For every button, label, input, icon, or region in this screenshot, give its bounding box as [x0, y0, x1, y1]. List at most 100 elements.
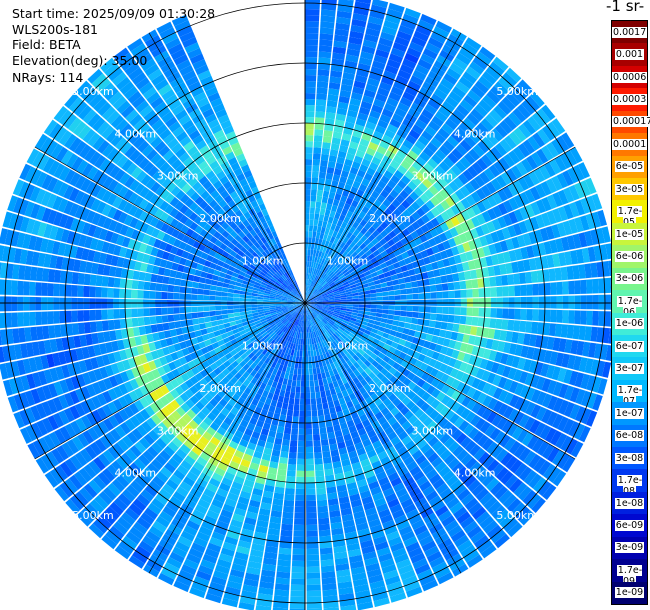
ppi-gate [306, 578, 321, 585]
ppi-gate [578, 325, 586, 341]
ppi-gate [305, 153, 313, 160]
ppi-gate [325, 345, 331, 352]
ppi-gate [494, 124, 508, 138]
ppi-gate [479, 492, 494, 506]
ppi-gate [252, 312, 259, 317]
ppi-gate [97, 472, 111, 486]
ppi-gate [306, 542, 319, 549]
ppi-gate [247, 342, 255, 349]
ppi-gate [423, 356, 432, 365]
ppi-gate [209, 421, 220, 432]
ppi-gate [185, 369, 195, 379]
ppi-gate [557, 416, 569, 432]
ppi-gate [368, 319, 375, 325]
ppi-gate [264, 290, 271, 295]
ppi-gate [268, 280, 275, 285]
ppi-gate [276, 309, 283, 312]
ppi-gate [364, 444, 375, 453]
ppi-gate [343, 525, 357, 534]
ppi-gate [342, 189, 350, 198]
ppi-gate [472, 288, 479, 298]
ppi-gate [327, 269, 333, 276]
ppi-gate [540, 336, 549, 349]
ppi-gate [311, 274, 315, 281]
ppi-gate [404, 52, 419, 64]
ppi-gate [314, 291, 320, 296]
ppi-gate [334, 260, 341, 267]
ppi-gate [427, 37, 444, 49]
ppi-gate [309, 307, 314, 312]
ppi-gate [388, 290, 395, 296]
ppi-gate [477, 278, 485, 288]
ppi-gate [294, 506, 305, 513]
ppi-gate [192, 343, 201, 352]
ppi-gate [382, 398, 392, 407]
ppi-gate [293, 300, 300, 303]
ppi-gate [390, 436, 401, 446]
ppi-gate [359, 355, 367, 363]
ppi-gate [433, 269, 441, 277]
ppi-gate [411, 211, 421, 221]
ppi-gate [75, 388, 86, 402]
ppi-gate [360, 539, 374, 549]
ppi-gate [483, 496, 498, 511]
ppi-gate [410, 102, 424, 114]
ppi-gate [323, 317, 330, 322]
ppi-gate [328, 307, 335, 311]
ppi-gate [346, 276, 353, 282]
ppi-gate [521, 432, 534, 447]
ppi-gate [480, 544, 497, 559]
ppi-gate [353, 335, 361, 342]
ppi-gate [446, 67, 461, 81]
ppi-gate [367, 429, 377, 439]
ppi-gate [320, 439, 329, 446]
ppi-gate [306, 602, 322, 609]
ppi-gate [307, 308, 310, 315]
ppi-gate [323, 283, 330, 289]
ppi-gate [70, 420, 82, 435]
ppi-gate [146, 559, 163, 573]
ppi-gate [434, 192, 445, 203]
ppi-gate [350, 92, 363, 101]
ppi-gate [313, 135, 323, 142]
ppi-gate [199, 397, 209, 407]
ppi-gate [356, 224, 364, 232]
ppi-gate [371, 156, 382, 166]
ppi-gate [305, 201, 311, 208]
ppi-gate [349, 141, 359, 150]
ppi-gate [518, 123, 532, 139]
ppi-gate [375, 49, 390, 59]
ppi-gate [513, 444, 526, 459]
ppi-gate [305, 81, 316, 88]
ppi-gate [101, 320, 109, 331]
ppi-gate [80, 400, 91, 415]
ppi-gate [375, 253, 383, 261]
ppi-gate [118, 246, 128, 258]
ppi-gate [319, 535, 332, 543]
ppi-gate [61, 442, 74, 458]
ppi-gate [30, 203, 41, 219]
ppi-gate [423, 512, 437, 524]
ppi-gate [347, 322, 355, 328]
ppi-gate [122, 536, 138, 550]
ppi-gate [299, 404, 305, 411]
ppi-gate [318, 57, 331, 65]
ppi-gate [276, 565, 291, 573]
ppi-gate [264, 350, 271, 358]
ppi-gate [434, 276, 442, 285]
ppi-gate [393, 284, 400, 291]
ppi-gate [300, 308, 304, 315]
ppi-gate [495, 448, 509, 463]
ppi-gate [446, 322, 454, 331]
ppi-gate [206, 441, 217, 452]
ppi-gate [476, 122, 490, 136]
ppi-gate [286, 314, 292, 320]
ppi-gate [36, 420, 48, 436]
ppi-gate [369, 289, 377, 294]
ppi-gate [352, 86, 365, 95]
ppi-gate [306, 308, 309, 315]
ppi-gate [320, 354, 325, 361]
ppi-gate [238, 375, 246, 384]
ppi-gate [233, 305, 240, 309]
ppi-gate [177, 535, 193, 548]
